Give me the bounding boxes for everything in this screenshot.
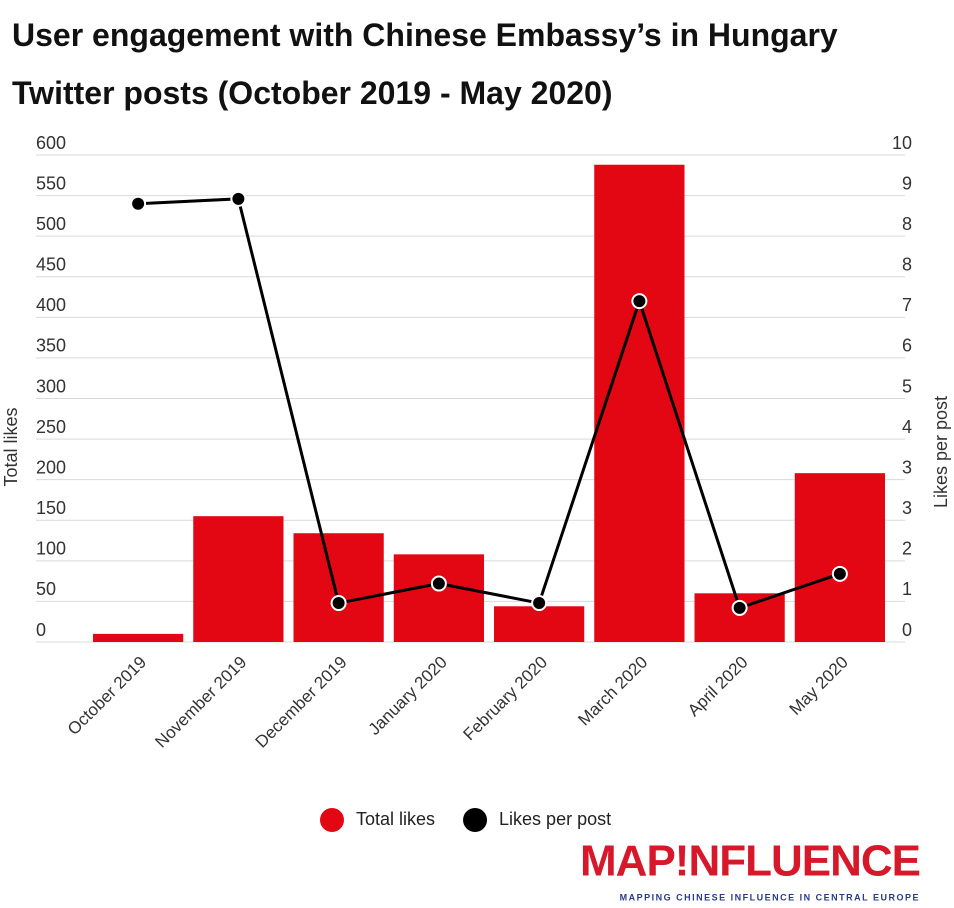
y-tick-label: 500 [36,214,66,234]
y2-axis-title: Likes per post [931,396,951,508]
line-point [230,190,247,207]
line-point [531,595,548,612]
y2-tick-label: 4 [902,417,912,437]
y-tick-label: 300 [36,376,66,396]
legend-swatch [320,808,344,832]
y-tick-label: 350 [36,336,66,356]
y-tick-label: 200 [36,457,66,477]
line-point [731,599,748,616]
legend-label: Likes per post [499,809,611,829]
y2-tick-label: 7 [902,295,912,315]
legend-label: Total likes [356,809,435,829]
x-tick-label: March 2020 [574,653,651,730]
chart-title: User engagement with Chinese Embassy’s i… [12,17,838,111]
y2-tick-label: 8 [902,214,912,234]
logo: MAP!NFLUENCE [580,837,920,886]
y-tick-label: 50 [36,579,56,599]
y2-tick-label: 8 [902,255,912,275]
bar [594,164,685,643]
y-tick-label: 250 [36,417,66,437]
x-tick-label: May 2020 [786,653,852,719]
y-tick-label: 450 [36,255,66,275]
y-tick-label: 100 [36,539,66,559]
bar [494,606,585,642]
x-tick-label: December 2019 [252,653,351,752]
y2-tick-label: 5 [902,376,912,396]
x-tick-label: February 2020 [459,653,551,745]
line [138,197,841,610]
legend-swatch [463,808,488,832]
y2-tick-label: 10 [892,133,912,153]
bar [293,533,384,642]
line-point [631,293,648,310]
bar [93,633,184,642]
y2-tick-label: 2 [902,539,912,559]
y-axis-title: Total likes [1,407,21,486]
line-point [430,575,447,592]
y-tick-label: 550 [36,173,66,193]
bar [393,554,484,642]
line-point [330,595,347,612]
y2-tick-label: 3 [902,457,912,477]
x-tick-label: January 2020 [365,653,451,739]
y-tick-label: 150 [36,498,66,518]
y-tick-label: 600 [36,133,66,153]
y2-tick-label: 6 [902,336,912,356]
line-point [130,195,147,212]
x-tick-label: April 2020 [684,653,752,721]
y-tick-label: 0 [36,620,46,640]
x-tick-label: November 2019 [151,653,250,752]
y2-tick-label: 9 [902,173,912,193]
y2-tick-label: 3 [902,498,912,518]
bar [794,473,885,642]
x-tick-label: October 2019 [64,653,150,739]
y2-tick-label: 0 [902,620,912,640]
logo-tagline: MAPPING CHINESE INFLUENCE IN CENTRAL EUR… [620,892,920,902]
line-point [831,565,848,582]
y2-tick-label: 1 [902,579,912,599]
y-tick-label: 400 [36,295,66,315]
bar [193,516,284,642]
